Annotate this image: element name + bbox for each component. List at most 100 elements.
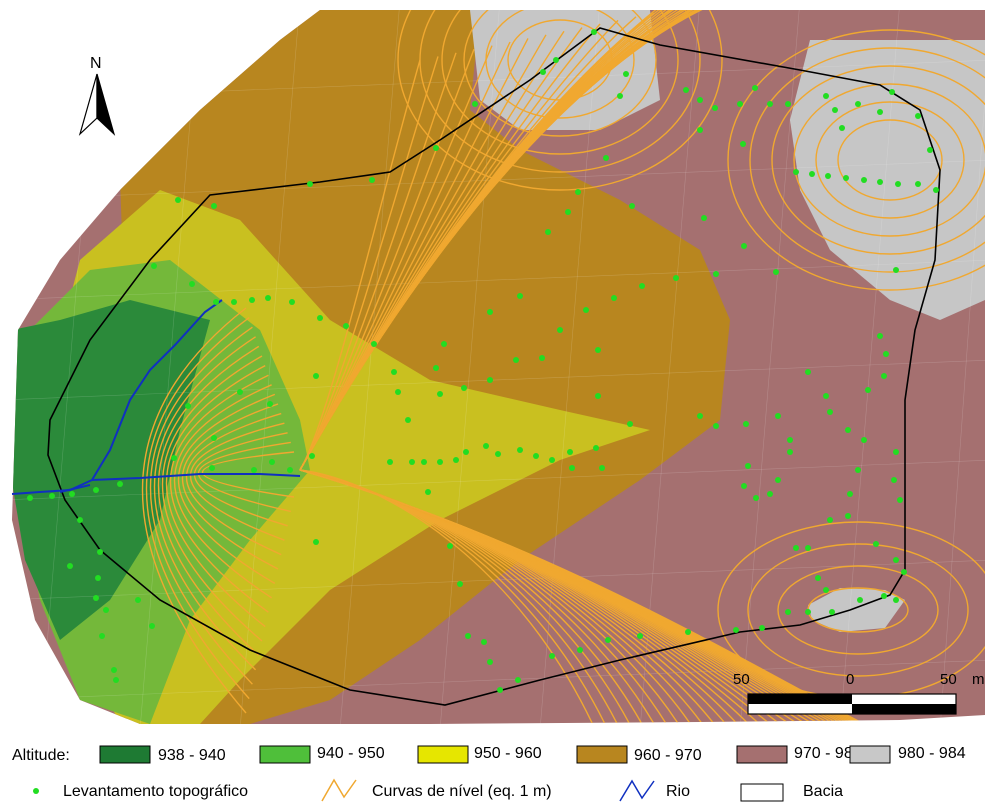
survey-point: [251, 467, 257, 473]
survey-point: [697, 127, 703, 133]
green-dot-icon: [33, 788, 39, 794]
survey-point: [752, 85, 758, 91]
survey-point: [673, 275, 679, 281]
altitude-title: Altitude:: [12, 747, 70, 764]
survey-point: [289, 299, 295, 305]
black-outline-box-icon: [740, 783, 784, 802]
contour-line: [178, 393, 276, 585]
contour-line: [727, 29, 985, 291]
survey-point: [405, 417, 411, 423]
label-950-960: 950 - 960: [474, 745, 542, 762]
scale-label-right: 50: [940, 671, 957, 688]
survey-point: [881, 593, 887, 599]
survey-point: [839, 125, 845, 131]
survey-point: [793, 545, 799, 551]
survey-point: [447, 543, 453, 549]
basin-outline: [47, 27, 941, 706]
survey-point: [845, 513, 851, 519]
survey-point: [533, 453, 539, 459]
altitude-legend: Altitude: 938 - 940 940 - 950 950 - 960 …: [12, 745, 966, 764]
contour-line: [166, 364, 266, 628]
survey-point: [371, 341, 377, 347]
survey-point: [481, 639, 487, 645]
survey-point: [313, 539, 319, 545]
survey-point: [845, 427, 851, 433]
survey-point: [743, 421, 749, 427]
survey-point: [893, 449, 899, 455]
survey-point: [737, 101, 743, 107]
survey-point: [805, 609, 811, 615]
contour-line: [815, 101, 965, 219]
survey-point: [317, 315, 323, 321]
survey-point: [97, 549, 103, 555]
survey-point: [713, 423, 719, 429]
survey-point: [933, 187, 939, 193]
survey-point: [453, 457, 459, 463]
survey-point: [457, 581, 463, 587]
contour-line: [157, 345, 260, 656]
survey-point: [901, 569, 907, 575]
survey-point: [487, 309, 493, 315]
scale-label-mid: 0: [846, 671, 854, 688]
survey-point: [712, 105, 718, 111]
survey-point: [617, 93, 623, 99]
contour-line: [185, 412, 282, 556]
survey-point: [395, 389, 401, 395]
survey-point: [603, 155, 609, 161]
survey-point: [893, 597, 899, 603]
survey-point: [539, 355, 545, 361]
survey-point: [697, 413, 703, 419]
survey-point: [231, 299, 237, 305]
survey-point: [767, 491, 773, 497]
survey-point: [627, 421, 633, 427]
survey-point: [827, 517, 833, 523]
survey-point: [855, 101, 861, 107]
survey-point: [827, 409, 833, 415]
survey-point: [425, 489, 431, 495]
survey-point: [307, 181, 313, 187]
contour-line: [749, 47, 985, 273]
survey-point: [487, 659, 493, 665]
survey-point: [741, 243, 747, 249]
survey-point: [843, 175, 849, 181]
swatch-970-980: [736, 745, 788, 764]
survey-point: [269, 459, 275, 465]
survey-point: [69, 491, 75, 497]
survey-point: [825, 173, 831, 179]
survey-point: [893, 267, 899, 273]
survey-point: [93, 595, 99, 601]
survey-point: [915, 113, 921, 119]
survey-point: [549, 653, 555, 659]
survey-point: [785, 609, 791, 615]
survey-point: [611, 295, 617, 301]
contour-line: [441, 10, 679, 155]
survey-point: [857, 597, 863, 603]
survey-point: [409, 459, 415, 465]
survey-point: [211, 203, 217, 209]
survey-point: [773, 269, 779, 275]
survey-point: [740, 141, 746, 147]
survey-point: [387, 459, 393, 465]
survey-point: [111, 667, 117, 673]
survey-point: [873, 541, 879, 547]
swatch-960-970: [576, 745, 628, 764]
symbol-legend: Levantamento topográfico Curvas de nível…: [33, 778, 843, 802]
survey-point: [185, 403, 191, 409]
survey-point: [591, 29, 597, 35]
survey-point: [775, 477, 781, 483]
survey-point: [599, 465, 605, 471]
label-980-984: 980 - 984: [898, 745, 966, 762]
survey-point: [785, 101, 791, 107]
survey-point: [463, 449, 469, 455]
survey-point: [883, 351, 889, 357]
survey-point: [211, 435, 217, 441]
survey-point: [685, 629, 691, 635]
survey-point: [287, 467, 293, 473]
survey-point: [823, 93, 829, 99]
survey-point: [893, 557, 899, 563]
survey-point: [369, 177, 375, 183]
survey-point: [77, 517, 83, 523]
contour-line: [485, 10, 635, 119]
survey-point: [171, 455, 177, 461]
survey-point: [27, 495, 33, 501]
